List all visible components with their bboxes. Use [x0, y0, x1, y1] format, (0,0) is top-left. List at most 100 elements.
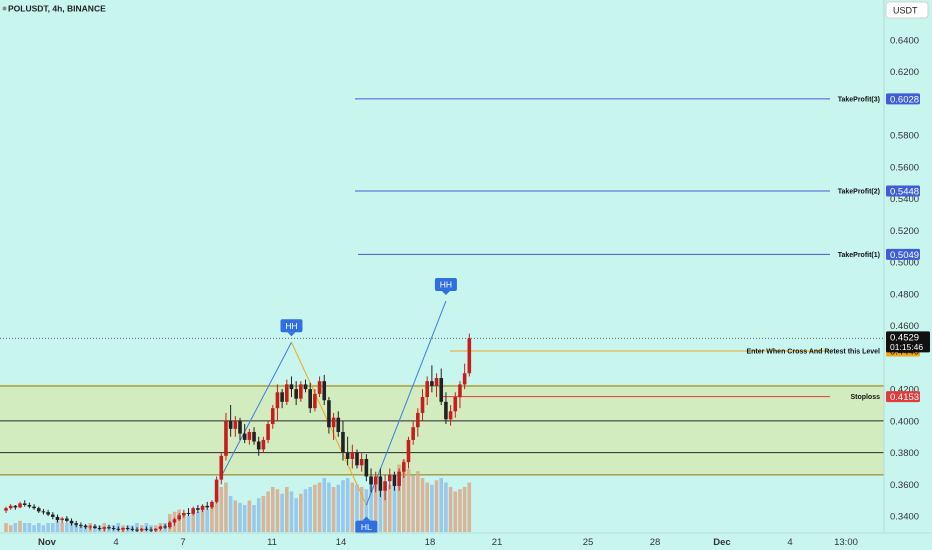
- candle-body: [430, 381, 434, 386]
- candle-body: [261, 439, 266, 450]
- candle-body: [116, 528, 121, 530]
- candle-body: [22, 503, 27, 506]
- volume-bar: [364, 489, 369, 532]
- volume-bar: [420, 478, 425, 532]
- candle-body: [172, 519, 177, 523]
- candle-body: [200, 505, 205, 510]
- price-tick: 0.4600: [890, 321, 919, 332]
- candle-body: [416, 412, 420, 428]
- price-tick: 0.5400: [890, 194, 919, 205]
- volume-bar: [32, 525, 36, 532]
- candle-body: [411, 427, 415, 440]
- volume-bar: [397, 464, 401, 532]
- candle-body: [196, 508, 200, 510]
- candle-body: [83, 525, 88, 528]
- volume-bar: [210, 505, 214, 532]
- candle-body: [369, 476, 373, 485]
- volume-bar: [378, 487, 383, 532]
- time-tick: Nov: [38, 537, 57, 548]
- volume-bar: [74, 523, 78, 532]
- volume-bar: [233, 500, 238, 532]
- candle-body: [214, 479, 219, 502]
- volume-bar: [214, 491, 219, 532]
- time-tick: 13:00: [834, 537, 858, 548]
- candle-body: [345, 452, 350, 459]
- volume-bar: [341, 480, 345, 532]
- candle-body: [55, 516, 60, 521]
- takeprofit-badge-text: 0.6028: [890, 94, 919, 105]
- candle-body: [88, 526, 93, 528]
- price-tick: 0.3600: [890, 480, 919, 491]
- volume-bar: [467, 482, 472, 532]
- volume-bar: [275, 489, 280, 532]
- volume-bar: [392, 473, 397, 532]
- volume-bar: [448, 487, 453, 532]
- pattern-segment: [365, 300, 447, 506]
- volume-bar: [280, 493, 284, 532]
- candle-body: [93, 526, 97, 529]
- volume-bar: [327, 482, 331, 532]
- candle-body: [242, 433, 247, 440]
- candle-body: [233, 420, 238, 429]
- volume-bar: [18, 520, 22, 532]
- level-label: Stoploss: [850, 394, 880, 401]
- pattern-label-pointer: [441, 291, 450, 296]
- candle-body: [397, 471, 401, 486]
- price-axis[interactable]: 0.6400 0.6200 0.5800 0.5600 0.5400 0.5200 0.50…: [890, 35, 919, 522]
- candle-body: [69, 520, 74, 524]
- pattern-label-hh[interactable]: HH: [280, 319, 303, 337]
- volume-bar: [27, 523, 32, 532]
- pattern-label-bg: [434, 278, 457, 292]
- volume-bar: [219, 487, 224, 532]
- pattern-label-hh[interactable]: HH: [434, 278, 457, 296]
- candle-body: [238, 420, 242, 434]
- candle-body: [252, 431, 256, 442]
- pattern-label-bg: [355, 520, 378, 534]
- price-tick: 0.5800: [890, 131, 919, 142]
- pattern-segment: [220, 342, 292, 477]
- volume-bar: [266, 491, 270, 532]
- level-label: TakeProfit(2): [838, 189, 880, 196]
- volume-bar: [373, 480, 378, 532]
- candle-body: [406, 439, 411, 463]
- candle-body: [4, 508, 8, 511]
- volume-bar: [270, 487, 275, 532]
- candle-body: [65, 518, 69, 521]
- candle-body: [444, 401, 448, 420]
- stoploss-badge: 0.4153: [886, 391, 920, 403]
- currency-label[interactable]: USDT: [893, 6, 918, 16]
- candle-body: [256, 441, 261, 450]
- volume-bar: [299, 493, 303, 532]
- level-label: TakeProfit(1): [838, 252, 880, 259]
- volume-bar: [13, 523, 18, 532]
- price-tick: 0.4200: [890, 385, 919, 396]
- takeprofit-badge: 0.5448: [886, 185, 920, 198]
- volume-bar: [411, 475, 415, 532]
- price-tick: 0.5000: [890, 258, 919, 269]
- pattern-label-hl[interactable]: HL: [355, 516, 378, 534]
- volume-bar: [355, 484, 359, 532]
- volume-bar: [402, 460, 406, 532]
- candle-body: [102, 527, 107, 529]
- volume-bar: [196, 511, 200, 532]
- time-axis[interactable]: Nov 4 7 11 14 18 21 25 28 Dec 4 13:00: [38, 537, 858, 548]
- candle-body: [275, 392, 280, 409]
- candle-body: [36, 508, 41, 512]
- time-tick: 21: [492, 537, 503, 548]
- candle-body: [331, 417, 336, 428]
- candle-body: [182, 512, 186, 516]
- current-price-text: 0.4529: [890, 332, 919, 343]
- volume-bar: [285, 487, 289, 532]
- candle-body: [458, 384, 462, 398]
- currency-button[interactable]: USDT: [885, 1, 929, 19]
- volume-bar: [4, 523, 8, 532]
- candle-body: [420, 397, 425, 413]
- candle-body: [247, 431, 252, 440]
- candle-body: [387, 474, 392, 482]
- candle-body: [402, 462, 406, 472]
- time-tick: 7: [180, 537, 185, 548]
- currency-button-bg[interactable]: [885, 1, 929, 19]
- volume-bar: [51, 523, 55, 532]
